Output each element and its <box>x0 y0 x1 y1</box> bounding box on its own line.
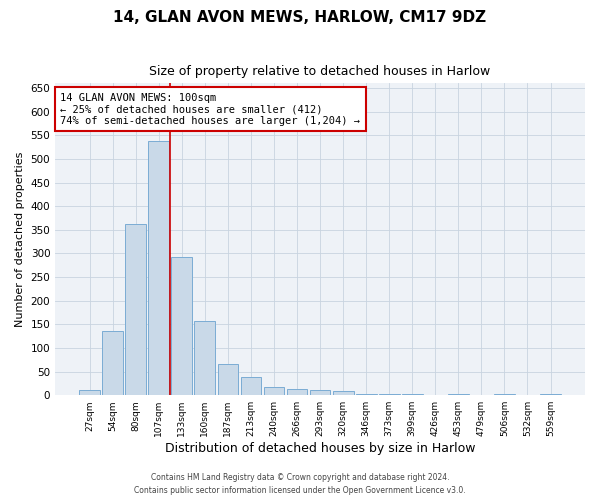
Bar <box>287 388 307 395</box>
Bar <box>333 392 353 395</box>
Bar <box>448 394 469 395</box>
Bar <box>356 394 377 395</box>
Bar <box>102 331 123 395</box>
Bar <box>263 387 284 395</box>
Bar <box>218 364 238 395</box>
Bar <box>241 378 262 395</box>
Title: Size of property relative to detached houses in Harlow: Size of property relative to detached ho… <box>149 65 491 78</box>
Bar <box>310 390 331 395</box>
Text: 14 GLAN AVON MEWS: 100sqm
← 25% of detached houses are smaller (412)
74% of semi: 14 GLAN AVON MEWS: 100sqm ← 25% of detac… <box>61 92 361 126</box>
Bar <box>402 394 422 395</box>
Text: Contains HM Land Registry data © Crown copyright and database right 2024.
Contai: Contains HM Land Registry data © Crown c… <box>134 474 466 495</box>
Bar <box>148 141 169 395</box>
Text: 14, GLAN AVON MEWS, HARLOW, CM17 9DZ: 14, GLAN AVON MEWS, HARLOW, CM17 9DZ <box>113 10 487 25</box>
Bar <box>194 320 215 395</box>
Bar <box>379 394 400 395</box>
Bar <box>540 394 561 395</box>
X-axis label: Distribution of detached houses by size in Harlow: Distribution of detached houses by size … <box>165 442 475 455</box>
Y-axis label: Number of detached properties: Number of detached properties <box>15 152 25 327</box>
Bar <box>494 394 515 395</box>
Bar <box>172 257 192 395</box>
Bar <box>125 224 146 395</box>
Bar <box>79 390 100 395</box>
